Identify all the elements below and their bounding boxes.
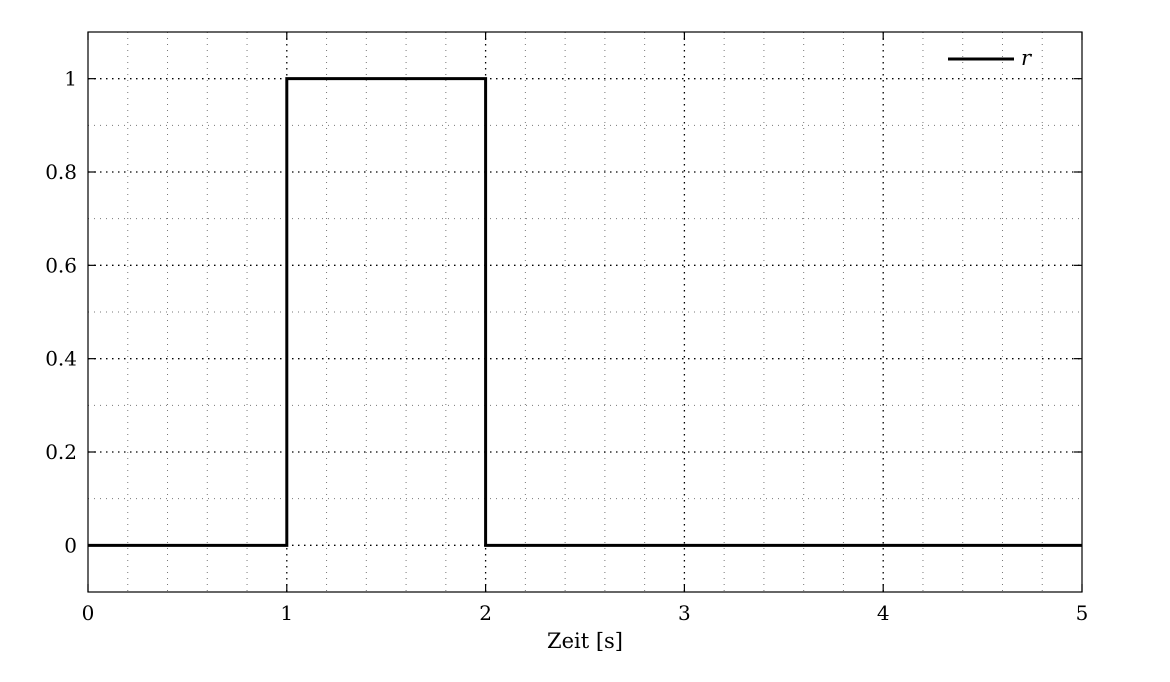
y-tick-label: 0.2 xyxy=(45,440,77,464)
x-tick-label: 3 xyxy=(678,601,691,625)
x-tick-label: 2 xyxy=(479,601,492,625)
minor-gridlines xyxy=(88,32,1082,592)
y-tick-label: 1 xyxy=(64,67,77,91)
axis-ticks xyxy=(87,32,1083,592)
legend: r xyxy=(948,46,1033,70)
y-tick-label: 0 xyxy=(64,533,77,557)
x-tick-label: 4 xyxy=(877,601,890,625)
legend-label-r: r xyxy=(1021,46,1033,70)
y-tick-labels: 0 0.2 0.4 0.6 0.8 1 xyxy=(45,67,77,558)
x-tick-label: 5 xyxy=(1076,601,1089,625)
series-line-r xyxy=(88,77,1082,547)
plot-frame xyxy=(87,31,1083,593)
y-tick-label: 0.8 xyxy=(45,160,77,184)
x-axis-label: Zeit [s] xyxy=(547,629,623,653)
x-tick-label: 1 xyxy=(280,601,293,625)
x-tick-labels: 0 1 2 3 4 5 xyxy=(82,601,1089,625)
series-layer xyxy=(88,77,1082,547)
y-tick-label: 0.4 xyxy=(45,347,77,371)
y-tick-label: 0.6 xyxy=(45,253,77,277)
x-tick-label: 0 xyxy=(82,601,95,625)
